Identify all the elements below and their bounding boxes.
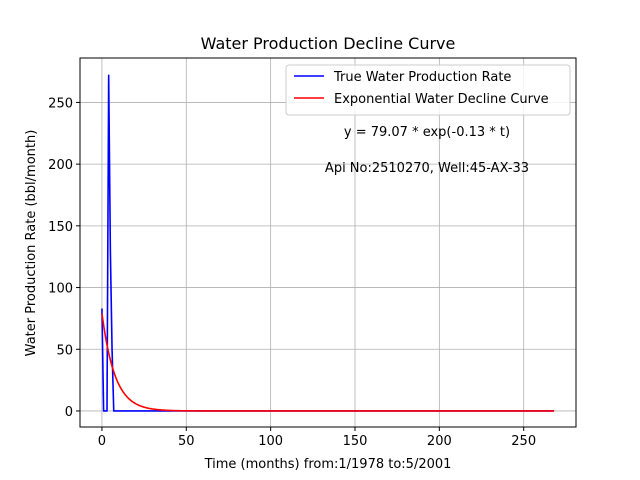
x-tick-label: 250	[511, 434, 536, 449]
well-info-annotation: Api No:2510270, Well:45-AX-33	[325, 161, 529, 176]
x-tick-label: 150	[343, 434, 368, 449]
y-tick-label: 250	[48, 96, 73, 111]
x-tick-label: 50	[178, 434, 195, 449]
y-tick-label: 200	[48, 158, 73, 173]
ticks: 0 50 100 150 200 250 0 50 100 150 200 250	[48, 96, 536, 449]
y-tick-label: 100	[48, 282, 73, 297]
axes-frame	[79, 57, 577, 428]
y-tick-label: 0	[65, 405, 73, 420]
fit-equation-annotation: y = 79.07 * exp(-0.13 * t)	[344, 125, 510, 140]
x-tick-label: 0	[98, 434, 106, 449]
legend-label-decline-curve: Exponential Water Decline Curve	[334, 92, 549, 107]
legend: True Water Production Rate Exponential W…	[285, 64, 571, 116]
series-line-decline-curve	[101, 313, 555, 412]
chart-title: Water Production Decline Curve	[201, 34, 456, 53]
x-tick-label: 200	[427, 434, 452, 449]
legend-label-true-rate: True Water Production Rate	[333, 70, 511, 85]
legend-box	[285, 64, 571, 116]
y-tick-label: 150	[48, 220, 73, 235]
y-axis-label: Water Production Rate (bbl/month)	[24, 130, 39, 357]
plot-area	[101, 74, 555, 412]
grid	[80, 58, 576, 427]
x-axis-label: Time (months) from:1/1978 to:5/2001	[204, 457, 452, 472]
x-tick-label: 100	[258, 434, 283, 449]
y-tick-label: 50	[56, 343, 73, 358]
